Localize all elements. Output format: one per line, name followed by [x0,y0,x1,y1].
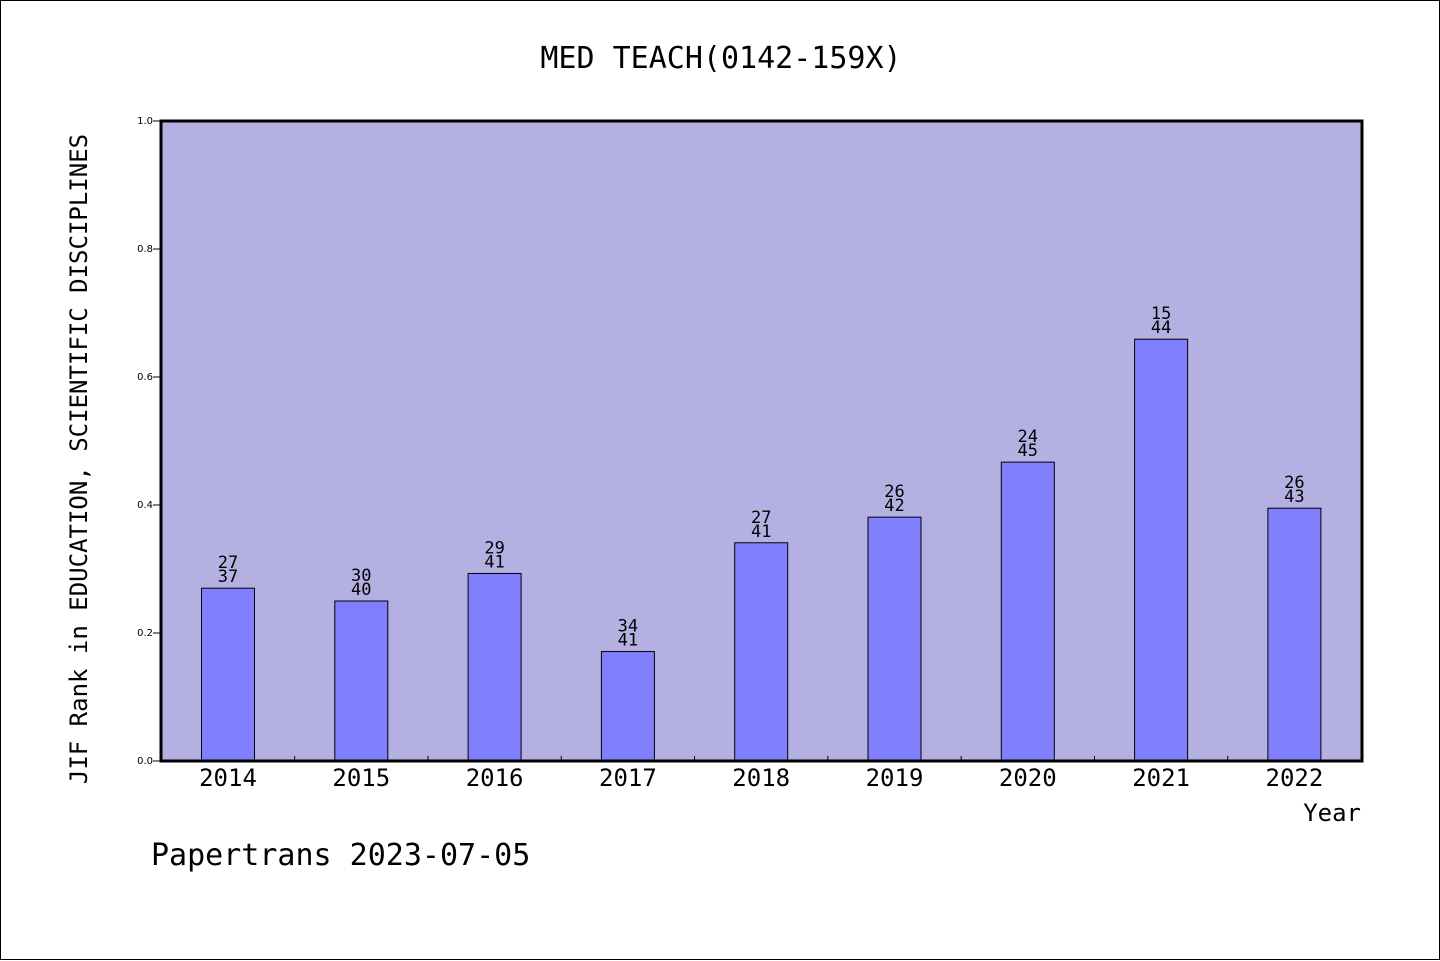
bar-total-label: 41 [484,552,504,572]
y-tick-group: 0.0 0.2 0.4 0.6 0.8 1.0 [137,116,161,767]
y-tick-label: 0.4 [137,500,153,511]
bar-total-label: 41 [751,522,771,542]
bar-rank-label: 26 [1284,473,1304,493]
x-tick-label: 2022 [1266,764,1324,792]
bar-rank-label: 30 [351,566,371,586]
chart-title: MED TEACH(0142-159X) [540,41,901,76]
bar-rank-label: 26 [884,482,904,502]
y-axis-label: JIF Rank in EDUCATION, SCIENTIFIC DISCIP… [65,134,93,784]
watermark-text: Papertrans 2023-07-05 [151,838,530,873]
bar-rank-label: 34 [618,617,638,637]
x-tick-label: 2018 [732,764,790,792]
bar-2016 [467,572,522,762]
bar-rank-label: 24 [1018,427,1038,447]
x-tick-label: 2019 [866,764,924,792]
x-tick-label: 2017 [599,764,657,792]
bar-rank-label: 27 [218,553,238,573]
bar-2020 [1000,461,1055,762]
y-tick-label: 1.0 [137,116,153,127]
bar-total-label: 43 [1284,487,1304,507]
bar-total-label: 40 [351,580,371,600]
x-tick-group: 2014 2015 2016 2017 2018 2019 2020 2021 2022 [199,756,1323,792]
bar-2019 [867,516,922,762]
y-tick-label: 0.6 [137,372,153,383]
bar-total-label: 37 [218,567,238,587]
y-tick-label: 0.2 [137,628,153,639]
bar-rank-label: 29 [484,538,504,558]
x-tick-label: 2014 [199,764,257,792]
x-tick-label: 2020 [999,764,1057,792]
bar-total-label: 41 [618,631,638,651]
y-tick-label: 0.8 [137,244,153,255]
bar-2021 [1134,338,1189,762]
bar-2022 [1267,507,1322,762]
bar-2014 [201,587,255,762]
plot-border [159,119,1364,763]
y-tick-label: 0.0 [137,756,153,767]
bar-total-label: 44 [1151,318,1171,338]
bar-2018 [734,542,789,762]
x-tick-label: 2015 [332,764,390,792]
bar-total-label: 42 [884,496,904,516]
bar-rank-label: 15 [1151,304,1171,324]
bar-total-label: 45 [1018,441,1038,461]
x-tick-label: 2016 [466,764,524,792]
x-axis-label: Year [1303,799,1361,827]
bar-2017 [600,651,655,762]
bar-2015 [334,600,389,762]
x-tick-label: 2021 [1132,764,1190,792]
bar-rank-label: 27 [751,508,771,528]
